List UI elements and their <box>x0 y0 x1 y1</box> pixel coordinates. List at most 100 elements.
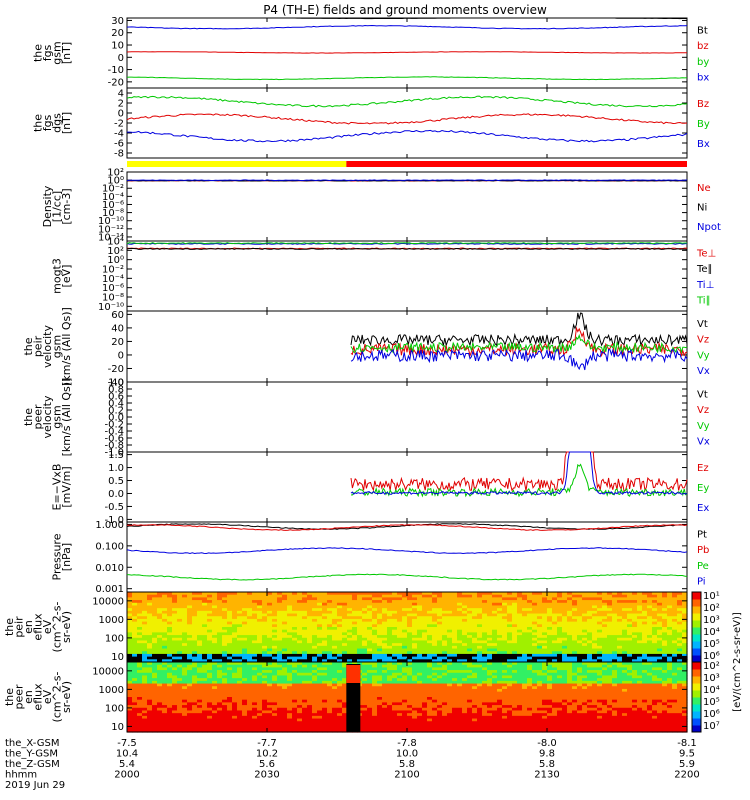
spectrogram-cell <box>187 624 193 628</box>
spectrogram-cell <box>217 688 223 693</box>
spectrogram-cell <box>227 672 233 677</box>
spectrogram-cell <box>422 659 428 663</box>
spectrogram-cell <box>422 653 428 658</box>
spectrogram-cell <box>262 678 268 682</box>
spectrogram-cell <box>427 602 433 607</box>
spectrogram-cell <box>362 613 368 617</box>
spectrogram-cell <box>437 718 443 722</box>
spectrogram-cell <box>672 594 678 598</box>
spectrogram-cell <box>342 659 348 663</box>
spectrogram-cell <box>242 670 248 674</box>
spectrogram-cell <box>192 707 198 712</box>
spectrogram-cell <box>677 608 683 612</box>
spectrogram-cell <box>137 594 143 598</box>
spectrogram-cell <box>387 645 393 650</box>
spectrogram-cell <box>367 694 373 698</box>
spectrogram-cell <box>172 678 178 682</box>
spectrogram-cell <box>172 713 178 717</box>
spectrogram-cell <box>322 605 328 609</box>
spectrogram-cell <box>182 656 188 660</box>
legend-entry: By <box>697 119 710 130</box>
spectrogram-cell <box>302 667 308 671</box>
spectrogram-cell <box>407 705 413 709</box>
spectrogram-cell <box>187 632 193 636</box>
spectrogram-cell <box>247 664 253 668</box>
spectrogram-cell <box>347 613 353 617</box>
spectrogram-cell <box>127 662 133 666</box>
spectrogram-cell <box>427 653 433 658</box>
spectrogram-cell <box>297 635 303 639</box>
spectrogram-cell <box>382 715 388 720</box>
spectrogram-cell <box>457 597 463 601</box>
spectrogram-cell <box>197 675 203 679</box>
spectrogram-cell <box>457 594 463 598</box>
spectrogram-cell <box>147 629 153 633</box>
spectrogram-cell <box>537 648 543 652</box>
spectrogram-cell <box>512 656 518 660</box>
spectrogram-cell <box>182 645 188 650</box>
spectrogram-cell <box>307 705 313 709</box>
spectrogram-cell <box>682 635 688 639</box>
spectrogram-cell <box>492 600 498 604</box>
spectrogram-cell <box>387 718 393 722</box>
spectrogram-cell <box>367 680 373 685</box>
spectrogram-cell <box>482 637 488 642</box>
spectrogram-cell <box>487 621 493 625</box>
spectrogram-cell <box>652 597 658 601</box>
spectrogram-cell <box>222 683 228 687</box>
spectrogram-cell <box>447 721 453 725</box>
spectrogram-cell <box>577 637 583 642</box>
y-axis-label-line: [km/s (All Qs)] <box>60 307 73 386</box>
spectrogram-cell <box>197 721 203 725</box>
spectrogram-cell <box>587 610 593 615</box>
spectrogram-cell <box>597 656 603 660</box>
spectrogram-cell <box>152 680 158 685</box>
spectrogram-cell <box>252 667 258 671</box>
spectrogram-cell <box>472 618 478 623</box>
spectrogram-cell <box>227 637 233 642</box>
spectrogram-cell <box>237 662 243 666</box>
spectrogram-cell <box>142 651 148 655</box>
spectrogram-cell <box>437 670 443 674</box>
spectrogram-cell <box>337 726 343 730</box>
spectrogram-cell <box>522 618 528 623</box>
spectrogram-cell <box>252 710 258 714</box>
spectrogram-cell <box>392 726 398 730</box>
spectrogram-cell <box>442 629 448 633</box>
spectrogram-cell <box>312 594 318 598</box>
spectrogram-cell <box>217 699 223 703</box>
spectrogram-cell <box>427 707 433 712</box>
spectrogram-cell <box>377 721 383 725</box>
spectrogram-cell <box>347 643 353 647</box>
spectrogram-cell <box>372 629 378 633</box>
spectrogram-cell <box>217 678 223 682</box>
spectrogram-cell <box>482 627 488 631</box>
spectrogram-cell <box>247 686 253 690</box>
spectrogram-cell <box>242 640 248 644</box>
spectrogram-cell <box>137 678 143 682</box>
spectrogram-cell <box>557 627 563 631</box>
spectrogram-cell <box>532 653 538 658</box>
spectrogram-cell <box>232 705 238 709</box>
spectrogram-cell <box>512 659 518 663</box>
spectrogram-cell <box>447 640 453 644</box>
spectrogram-cell <box>202 678 208 682</box>
spectrogram-cell <box>412 602 418 607</box>
spectrogram-cell <box>657 594 663 598</box>
spectrogram-cell <box>547 648 553 652</box>
spectrogram-cell <box>317 691 323 695</box>
spectrogram-cell <box>197 729 203 733</box>
spectrogram-cell <box>307 632 313 636</box>
spectrogram-cell <box>337 667 343 671</box>
spectrogram-cell <box>212 667 218 671</box>
spectrogram-cell <box>332 659 338 663</box>
spectrogram-cell <box>327 699 333 703</box>
spectrogram-cell <box>597 605 603 609</box>
spectrogram-cell <box>422 618 428 623</box>
spectrogram-cell <box>602 594 608 598</box>
spectrogram-cell <box>412 632 418 636</box>
y-tick-label: 10⁻⁶ <box>102 283 124 294</box>
spectrogram-cell <box>362 645 368 650</box>
spectrogram-cell <box>682 600 688 604</box>
spectrogram-cell <box>682 605 688 609</box>
